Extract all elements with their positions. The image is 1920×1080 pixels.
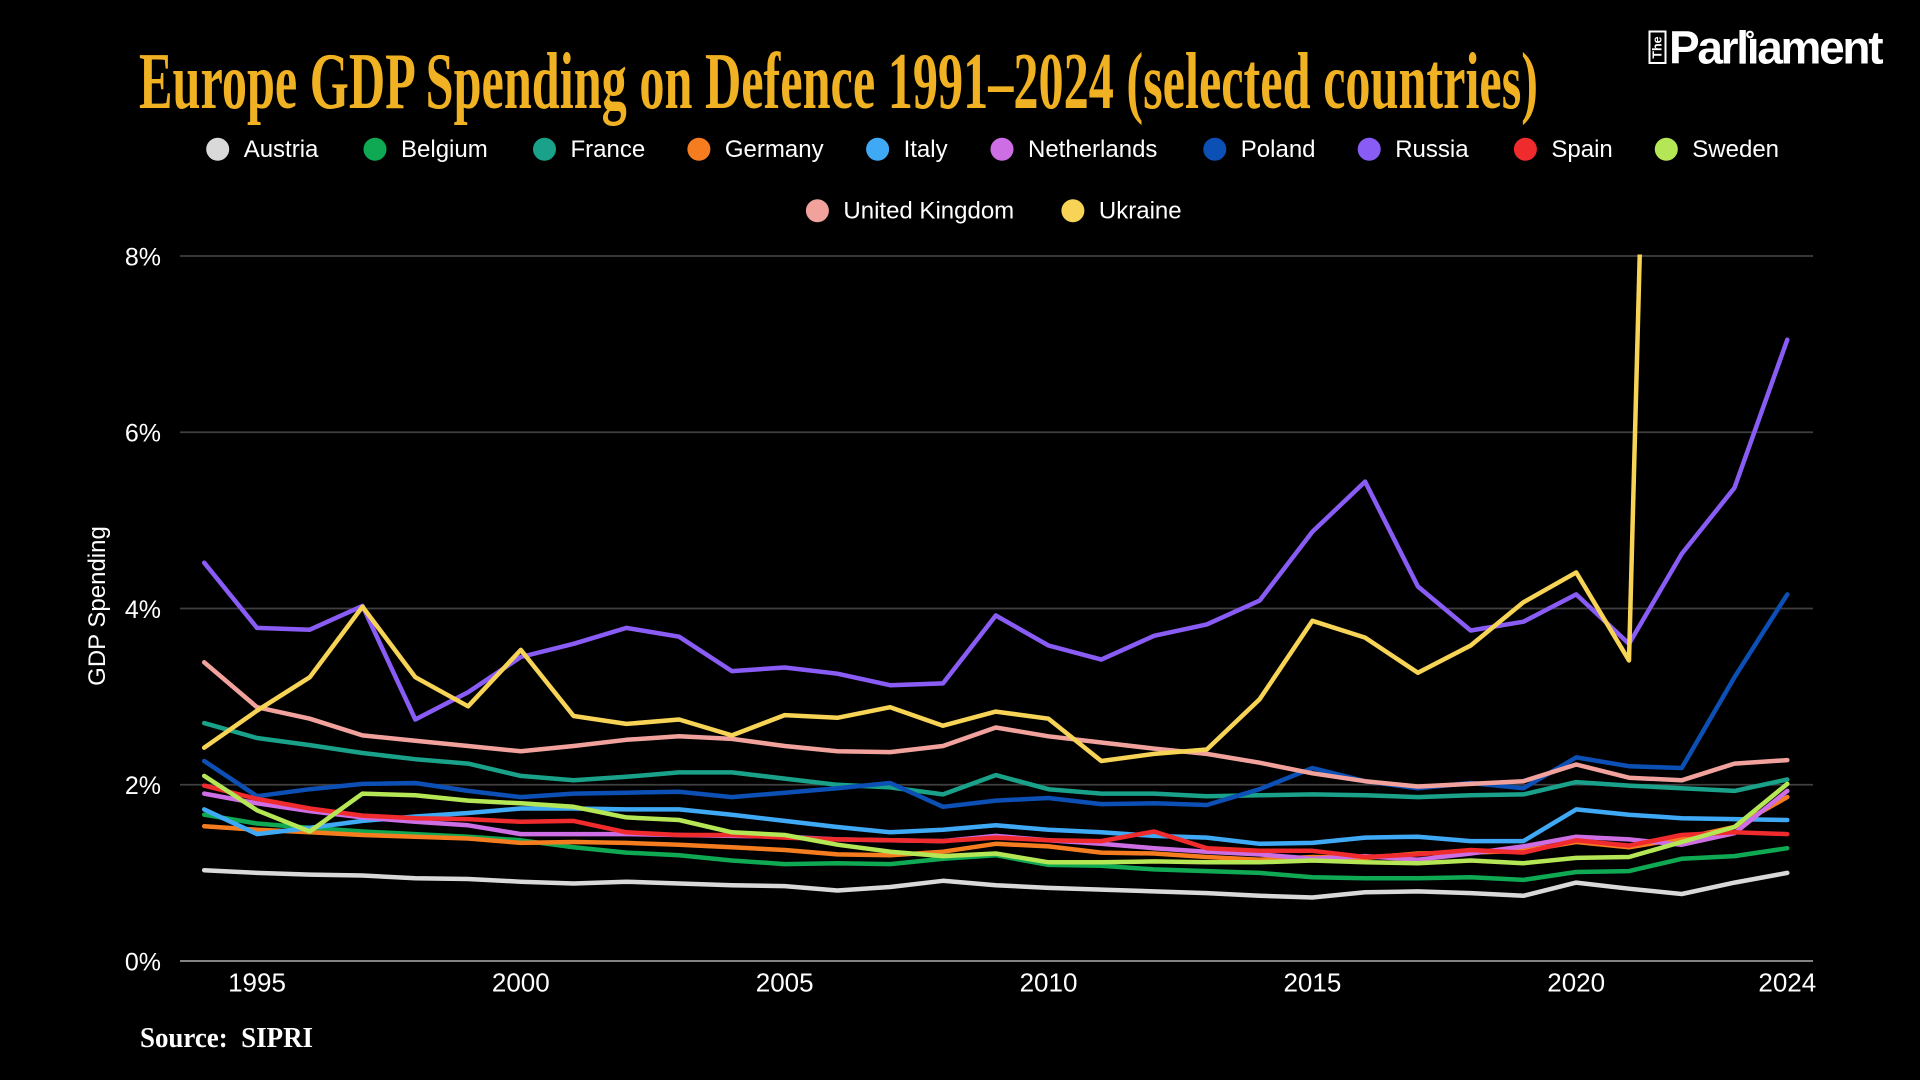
svg-text:Italy: Italy bbox=[904, 136, 948, 163]
svg-text:Russia: Russia bbox=[1395, 136, 1469, 163]
svg-text:Netherlands: Netherlands bbox=[1028, 136, 1157, 163]
svg-text:Belgium: Belgium bbox=[401, 136, 488, 163]
svg-text:France: France bbox=[571, 136, 646, 163]
svg-text:8%: 8% bbox=[125, 243, 161, 271]
svg-text:Parlıament: Parlıament bbox=[1669, 22, 1883, 74]
svg-text:2010: 2010 bbox=[1020, 968, 1078, 998]
svg-text:GDP Spending: GDP Spending bbox=[84, 526, 111, 686]
svg-text:4%: 4% bbox=[125, 596, 161, 624]
svg-text:Germany: Germany bbox=[725, 136, 824, 163]
svg-text:2%: 2% bbox=[125, 772, 161, 800]
svg-text:2020: 2020 bbox=[1547, 968, 1605, 998]
svg-text:Spain: Spain bbox=[1551, 136, 1612, 163]
svg-text:Source: SIPRI: Source: SIPRI bbox=[140, 1022, 313, 1054]
svg-text:United Kingdom: United Kingdom bbox=[843, 198, 1014, 225]
svg-text:Ukraine: Ukraine bbox=[1099, 198, 1182, 225]
svg-text:Sweden: Sweden bbox=[1692, 136, 1779, 163]
svg-text:2000: 2000 bbox=[492, 968, 550, 998]
svg-text:1995: 1995 bbox=[228, 968, 286, 998]
svg-text:Europe GDP Spending on Defence: Europe GDP Spending on Defence 1991–2024… bbox=[139, 38, 1538, 126]
svg-text:The: The bbox=[1651, 36, 1665, 58]
svg-text:Poland: Poland bbox=[1241, 136, 1316, 163]
svg-text:6%: 6% bbox=[125, 420, 161, 448]
svg-text:0%: 0% bbox=[125, 948, 161, 976]
svg-text:2024: 2024 bbox=[1758, 968, 1816, 998]
svg-text:2015: 2015 bbox=[1283, 968, 1341, 998]
svg-text:Austria: Austria bbox=[244, 136, 319, 163]
svg-text:2005: 2005 bbox=[756, 968, 814, 998]
